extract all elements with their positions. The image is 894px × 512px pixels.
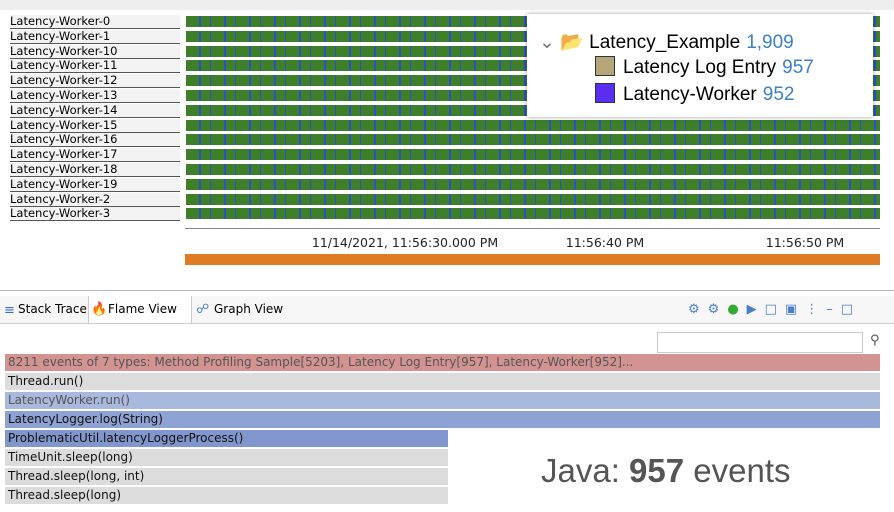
folder-row[interactable]: ⌄ 📂 Latency_Example 1,909 [539, 32, 794, 53]
thread-name[interactable]: Latency-Worker-16 [10, 133, 180, 148]
time-label: 11/14/2021, 11:56:30.000 PM [311, 235, 499, 250]
legend-swatch [595, 83, 615, 103]
flame-frame[interactable]: LatencyLogger.log(String) [5, 411, 880, 428]
flame-frame[interactable]: Thread.sleep(long) [5, 487, 448, 504]
active-tab-bg [88, 296, 192, 323]
thread-name[interactable]: Latency-Worker-2 [10, 192, 180, 207]
tab-icon: ☍ [196, 302, 210, 317]
thread-activity [186, 178, 880, 190]
flame-frame[interactable]: TimeUnit.sleep(long) [5, 449, 448, 466]
toolbar-icons[interactable]: ⚙⚙●▶□▣⋮–□ [688, 302, 862, 317]
thread-name[interactable]: Latency-Worker-18 [10, 163, 180, 177]
thread-name[interactable]: Latency-Worker-13 [10, 89, 180, 103]
thread-activity [186, 164, 880, 175]
thread-name[interactable]: Latency-Worker-1 [10, 29, 180, 44]
separator [0, 290, 894, 291]
thread-name[interactable]: Latency-Worker-3 [10, 207, 180, 222]
thread-activity [186, 193, 880, 205]
search-box[interactable] [657, 332, 863, 353]
thread-name[interactable]: Latency-Worker-19 [10, 177, 180, 192]
flame-frame[interactable]: LatencyWorker.run() [5, 392, 880, 409]
annotation-number: 957 [629, 452, 685, 489]
thread-activity [186, 134, 880, 146]
legend-count: 957 [782, 57, 814, 78]
legend-swatch [595, 56, 615, 76]
legend-name: Latency-Worker [623, 84, 757, 105]
flame-frame[interactable]: ProblematicUtil.latencyLoggerProcess() [5, 430, 448, 447]
thread-name[interactable]: Latency-Worker-11 [10, 59, 180, 74]
tab-label[interactable]: Graph View [214, 302, 284, 316]
legend-item[interactable]: Latency-Worker 952 [595, 83, 794, 106]
flame-frame[interactable]: Thread.run() [5, 373, 880, 390]
thread-name[interactable]: Latency-Worker-15 [10, 118, 180, 133]
top-strip [0, 0, 894, 10]
thread-name[interactable]: Latency-Worker-17 [10, 148, 180, 163]
legend-item[interactable]: Latency Log Entry 957 [595, 56, 814, 79]
annotation-suffix: events [693, 452, 791, 489]
legend-count: 952 [762, 84, 795, 105]
thread-name[interactable]: Latency-Worker-10 [10, 44, 180, 59]
time-label: 11:56:40 PM [565, 235, 645, 250]
annotation: Java: 957 events [541, 452, 791, 490]
flame-frame[interactable]: Thread.sleep(long, int) [5, 468, 448, 485]
time-label: 11:56:50 PM [765, 235, 845, 250]
thread-activity [186, 119, 880, 131]
tab-label[interactable]: Stack Trace [18, 302, 87, 316]
flame-frame[interactable]: 8211 events of 7 types: Method Profiling… [5, 354, 880, 371]
search-icon[interactable]: ⚲ [870, 333, 880, 348]
tab-label[interactable]: Flame View [108, 302, 177, 316]
folder-name: Latency_Example [589, 32, 741, 53]
time-axis [185, 228, 880, 229]
thread-activity [186, 208, 880, 220]
annotation-prefix: Java: [541, 452, 620, 489]
tab-icon: 🔥 [91, 302, 108, 317]
legend-popup: ⌄ 📂 Latency_Example 1,909 Latency Log Ent… [527, 14, 873, 117]
tab-icon: ≡ [4, 303, 15, 318]
folder-count: 1,909 [746, 32, 794, 53]
thread-name[interactable]: Latency-Worker-14 [10, 103, 180, 118]
thread-activity [186, 149, 880, 161]
time-range-bar [185, 254, 880, 265]
thread-name[interactable]: Latency-Worker-0 [10, 15, 180, 29]
legend-name: Latency Log Entry [623, 57, 777, 78]
thread-name[interactable]: Latency-Worker-12 [10, 74, 180, 89]
